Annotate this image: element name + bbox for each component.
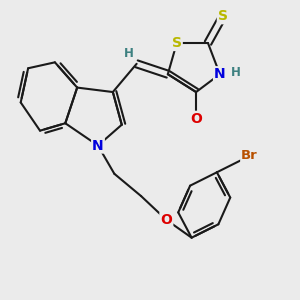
Text: S: S xyxy=(172,36,182,50)
Text: Br: Br xyxy=(241,149,258,162)
Text: O: O xyxy=(190,112,202,126)
Text: H: H xyxy=(124,47,134,60)
Text: S: S xyxy=(218,9,228,23)
Text: N: N xyxy=(214,67,226,81)
Text: H: H xyxy=(231,66,241,79)
Text: O: O xyxy=(160,213,172,227)
Text: N: N xyxy=(92,139,104,152)
